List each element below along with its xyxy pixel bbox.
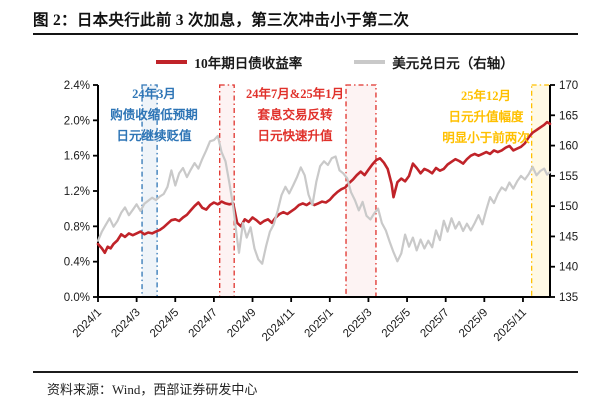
right-axis-label: 170 <box>559 80 578 92</box>
left-axis-label: 2.4% <box>64 80 90 92</box>
x-axis-label: 2025/9 <box>457 307 490 340</box>
band-2025-01-border <box>345 84 377 298</box>
x-axis-label: 2025/11 <box>492 307 529 344</box>
annotation-carry-unwind: 24年7月&25年1月 套息交易反转 日元快速升值 <box>246 87 344 143</box>
usdjpy-line-swatch <box>354 60 386 64</box>
legend-item-usdjpy: 美元兑日元（右轴） <box>354 52 514 72</box>
jgb-10y-yield-line <box>96 120 552 255</box>
x-axis-label: 2025/1 <box>303 307 336 340</box>
right-axis-label: 160 <box>559 141 578 153</box>
left-axis-label: 1.2% <box>64 186 90 198</box>
x-axis-label: 2025/7 <box>418 307 451 340</box>
left-axis-label: 1.6% <box>64 151 90 163</box>
figure-title: 图 2：日本央行此前 3 次加息，第三次冲击小于第二次 <box>33 12 410 29</box>
left-axis-label: 0.4% <box>64 257 90 269</box>
x-axis-label: 2025/5 <box>380 307 413 340</box>
x-axis-label: 2024/11 <box>260 307 297 344</box>
legend-label-jgb-yield: 10年期日债收益率 <box>194 56 303 71</box>
legend: 10年期日债收益率 美元兑日元（右轴） <box>31 52 608 72</box>
band-2024-07-fill <box>219 85 235 297</box>
band-2024-03-border <box>141 84 158 298</box>
annotation-2025-12: 25年12月 日元升值幅度 明显小于前两次 <box>442 89 530 145</box>
right-axis-label: 135 <box>559 292 578 304</box>
right-axis-label: 165 <box>559 110 578 122</box>
annotation-2024-03: 24年3月 购债收缩低预期 日元继续贬值 <box>110 87 198 143</box>
band-2025-12-fill <box>531 85 550 297</box>
legend-item-jgb-yield: 10年期日债收益率 <box>156 52 302 72</box>
x-axis-label: 2024/3 <box>109 307 142 340</box>
title-divider <box>33 33 578 36</box>
right-axis-label: 145 <box>559 231 578 243</box>
right-axis-label: 155 <box>559 171 578 183</box>
left-axis-label: 0.0% <box>64 292 90 304</box>
band-2024-03-fill <box>142 85 158 297</box>
usd-jpy-line <box>96 134 552 265</box>
x-axis-label: 2025/3 <box>341 307 374 340</box>
x-axis-label: 2024/7 <box>187 307 220 340</box>
left-axis-label: 2.0% <box>64 115 90 127</box>
legend-label-usdjpy: 美元兑日元（右轴） <box>392 56 514 71</box>
x-axis-label: 2024/1 <box>71 307 104 340</box>
x-axis-label: 2024/5 <box>148 307 181 340</box>
right-axis-label: 150 <box>559 201 578 213</box>
jgb-yield-line-swatch <box>156 60 188 64</box>
right-axis-label: 140 <box>559 262 578 274</box>
source-note: 资料来源：Wind，西部证券研发中心 <box>47 382 258 397</box>
left-axis-label: 0.8% <box>64 221 90 233</box>
footer-divider <box>33 371 578 373</box>
x-axis-label: 2024/9 <box>225 307 258 340</box>
line-chart: 0.0% 0.4% 0.8% 1.2% 1.6% 2.0% 2.4% 135 140 145 150… <box>64 80 578 344</box>
